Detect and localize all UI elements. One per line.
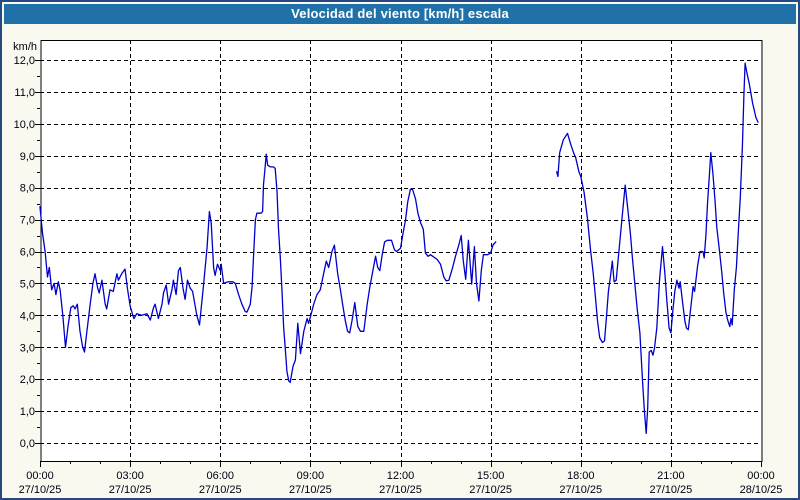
x-tick-date-label: 27/10/25 — [199, 484, 242, 496]
y-tick-label: 11,0 — [14, 87, 35, 99]
y-tick-label: 9,0 — [20, 151, 35, 163]
wind-speed-series-evening-night — [556, 62, 759, 435]
x-tick-time-label: 09:00 — [297, 470, 325, 482]
x-tick-time-label: 15:00 — [477, 470, 505, 482]
x-tick-date-label: 28/10/25 — [740, 484, 783, 496]
y-tick-label: 5,0 — [20, 278, 35, 290]
y-tick-label: 8,0 — [20, 183, 35, 195]
x-tick-time-label: 00:00 — [747, 470, 775, 482]
y-tick-label: 1,0 — [20, 406, 35, 418]
y-axis-unit-label: km/h — [13, 41, 37, 53]
y-tick-label: 12,0 — [14, 55, 35, 67]
x-tick-date-label: 27/10/25 — [289, 484, 332, 496]
plot-area — [40, 40, 761, 461]
x-tick-date-label: 27/10/25 — [649, 484, 692, 496]
x-tick-time-label: 00:00 — [26, 470, 54, 482]
y-tick-label: 2,0 — [20, 374, 35, 386]
plot-border — [40, 40, 763, 462]
x-tick-time-label: 12:00 — [387, 470, 415, 482]
x-tick-date-label: 27/10/25 — [19, 484, 62, 496]
x-tick-date-label: 27/10/25 — [379, 484, 422, 496]
wind-speed-series-morning-afternoon — [39, 153, 497, 384]
x-tick-date-label: 27/10/25 — [109, 484, 152, 496]
y-tick-label: 10,0 — [14, 119, 35, 131]
y-tick-label: 4,0 — [20, 310, 35, 322]
x-tick-time-label: 06:00 — [206, 470, 234, 482]
x-tick-date-label: 27/10/25 — [559, 484, 602, 496]
x-tick-time-label: 21:00 — [657, 470, 685, 482]
y-tick-label: 7,0 — [20, 215, 35, 227]
x-tick-time-label: 03:00 — [116, 470, 144, 482]
y-tick-label: 6,0 — [20, 247, 35, 259]
x-tick-date-label: 27/10/25 — [469, 484, 512, 496]
x-tick-time-label: 18:00 — [567, 470, 595, 482]
chart-title-bar: Velocidad del viento [km/h] escala — [4, 4, 796, 24]
y-tick-label: 3,0 — [20, 342, 35, 354]
y-tick-label: 0,0 — [20, 438, 35, 450]
